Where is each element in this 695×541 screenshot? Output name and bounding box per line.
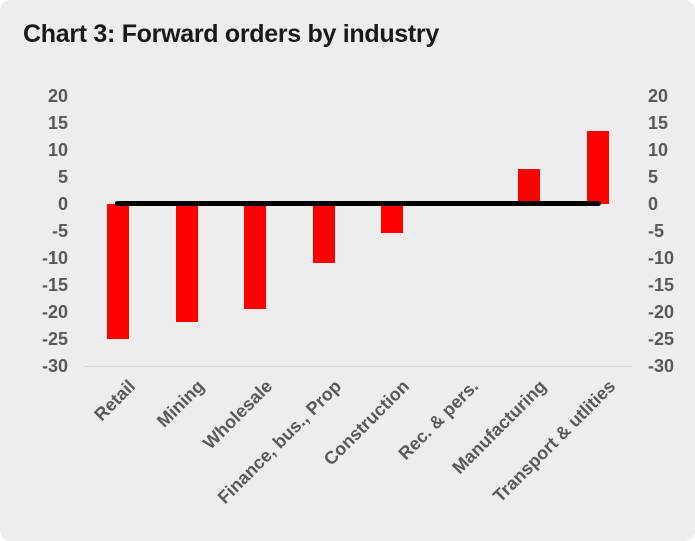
bar [312, 203, 335, 264]
y-axis-right-tick-label: 10 [648, 139, 669, 160]
x-category-label: Transport & utlities [488, 376, 619, 507]
y-axis-left-tick-label: 20 [47, 86, 68, 106]
bar [518, 169, 541, 204]
y-axis-right-tick-label: -20 [648, 301, 675, 322]
zero-line [115, 201, 601, 207]
y-axis-right-tick-label: -10 [648, 247, 675, 268]
y-axis-left-tick-label: -30 [41, 355, 68, 376]
bar [586, 131, 609, 204]
y-axis-right-tick-label: -30 [648, 355, 675, 376]
y-axis-right-tick-label: 15 [648, 112, 669, 133]
y-axis-right-tick-label: -15 [648, 274, 675, 295]
y-axis-left-tick-label: -20 [41, 301, 68, 322]
y-axis-right-tick-label: 20 [648, 86, 669, 106]
x-category-label: Retail [90, 376, 140, 425]
y-axis-left-tick-label: -25 [41, 328, 68, 349]
y-axis-left-tick-label: 0 [57, 193, 68, 214]
y-axis-left-tick-label: 10 [47, 139, 68, 160]
y-axis-left-tick-label: -5 [51, 220, 68, 241]
y-axis-right-tick-label: 0 [648, 193, 659, 214]
y-axis-left-tick-label: -15 [41, 274, 68, 295]
bar [175, 203, 198, 323]
y-axis-right-tick-label: 5 [648, 166, 659, 187]
x-axis-baseline [84, 365, 632, 367]
bar [244, 203, 267, 309]
y-axis-left-tick-label: 5 [57, 166, 68, 187]
y-axis-left-tick-label: 15 [47, 112, 68, 133]
y-axis-right-tick-label: -5 [648, 220, 665, 241]
y-axis-left-tick-label: -10 [41, 247, 68, 268]
bar [107, 203, 130, 339]
x-category-label: Finance, bus., Prop [213, 376, 345, 508]
y-axis-right-tick-label: -25 [648, 328, 675, 349]
chart-title: Chart 3: Forward orders by industry [23, 20, 439, 48]
bar [381, 203, 404, 233]
x-category-label: Mining [152, 376, 208, 432]
